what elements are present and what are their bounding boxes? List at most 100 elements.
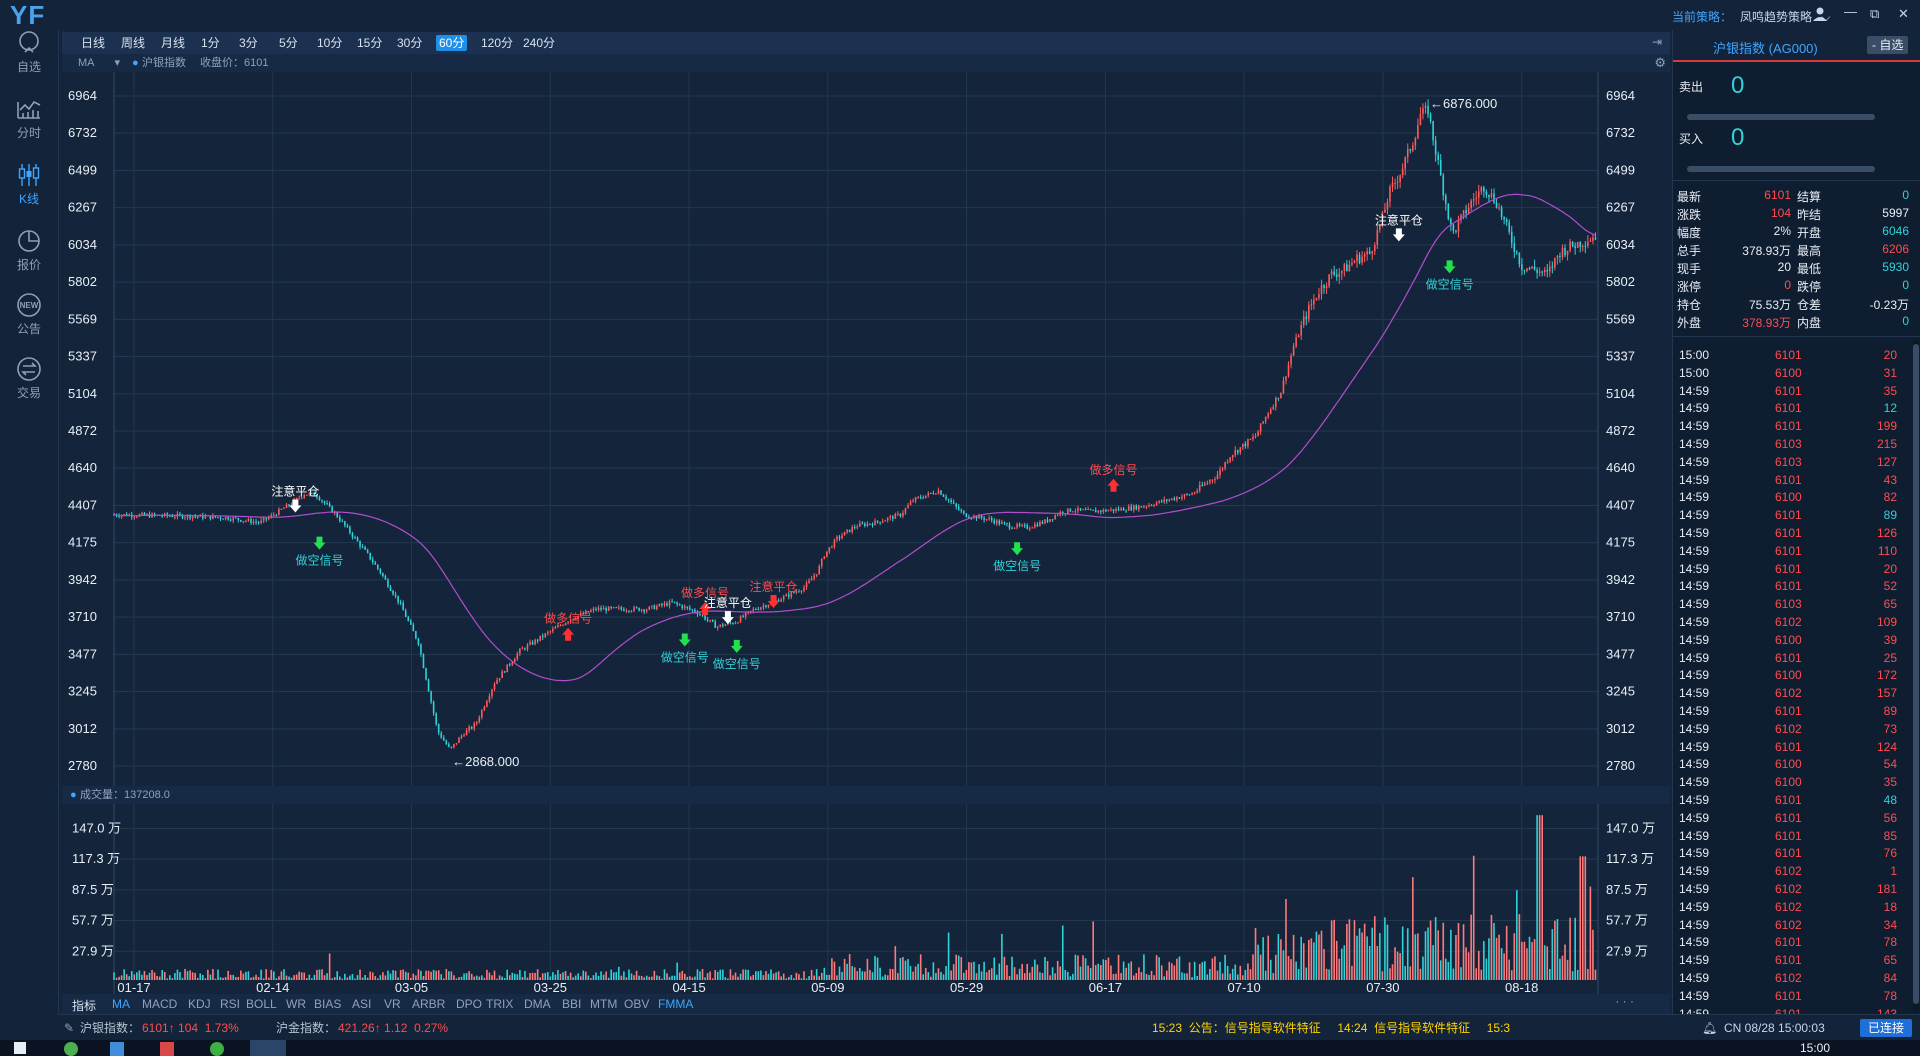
candle-body[interactable] <box>694 610 696 613</box>
volume-bar[interactable] <box>371 972 374 980</box>
candle-body[interactable] <box>303 494 306 498</box>
candle-body[interactable] <box>1026 525 1029 529</box>
volume-bar[interactable] <box>133 974 136 980</box>
volume-bar[interactable] <box>389 973 392 980</box>
volume-bar[interactable] <box>625 977 628 980</box>
candle-body[interactable] <box>1077 508 1079 512</box>
volume-bar[interactable] <box>463 973 465 980</box>
period-tab-10[interactable]: 120分 <box>481 36 514 50</box>
volume-bar[interactable] <box>442 978 445 980</box>
volume-bar[interactable] <box>820 972 823 980</box>
volume-bar[interactable] <box>970 962 973 980</box>
volume-bar[interactable] <box>1587 968 1589 980</box>
candle-body[interactable] <box>267 517 270 520</box>
volume-bar[interactable] <box>1335 940 1338 980</box>
volume-bar[interactable] <box>884 974 886 980</box>
volume-bar[interactable] <box>843 958 846 980</box>
volume-bar[interactable] <box>1191 977 1193 980</box>
volume-bar[interactable] <box>1594 969 1597 980</box>
candle-body[interactable] <box>1140 506 1143 508</box>
candle-body[interactable] <box>1242 443 1244 448</box>
indicator-tab-指标[interactable]: 指标 <box>72 999 97 1013</box>
candle-body[interactable] <box>475 721 478 724</box>
candle-body[interactable] <box>1419 113 1422 126</box>
volume-bar[interactable] <box>1008 975 1011 980</box>
volume-bar[interactable] <box>1018 968 1021 980</box>
volume-bar[interactable] <box>724 977 727 980</box>
volume-bar[interactable] <box>787 976 790 980</box>
candle-body[interactable] <box>1340 270 1343 274</box>
candle-body[interactable] <box>1008 524 1011 529</box>
volume-bar[interactable] <box>501 976 503 980</box>
candle-body[interactable] <box>1510 231 1513 244</box>
candle-body[interactable] <box>1503 216 1505 220</box>
candle-body[interactable] <box>724 624 727 627</box>
volume-bar[interactable] <box>450 971 453 980</box>
volume-bar[interactable] <box>521 976 524 980</box>
candle-body[interactable] <box>201 514 204 519</box>
candle-body[interactable] <box>1031 527 1034 529</box>
volume-bar[interactable] <box>955 954 958 980</box>
volume-bar[interactable] <box>460 976 463 980</box>
volume-bar[interactable] <box>156 976 158 980</box>
candle-body[interactable] <box>904 508 907 513</box>
volume-bar[interactable] <box>995 974 998 980</box>
volume-bar[interactable] <box>808 976 810 980</box>
candle-body[interactable] <box>995 520 998 524</box>
volume-bar[interactable] <box>113 972 115 980</box>
volume-bar[interactable] <box>907 959 909 980</box>
candle-body[interactable] <box>704 615 706 620</box>
volume-bar[interactable] <box>1176 958 1178 980</box>
candle-body[interactable] <box>257 522 260 524</box>
candle-body[interactable] <box>1417 125 1419 139</box>
volume-bar[interactable] <box>1401 926 1404 980</box>
volume-chart[interactable]: 147.0 万 147.0 万 117.3 万 117.3 万 87.5 万 87.5 万… <box>62 804 1670 994</box>
volume-bar[interactable] <box>701 968 704 980</box>
volume-bar[interactable] <box>1559 958 1561 980</box>
volume-bar[interactable] <box>668 976 671 980</box>
candle-body[interactable] <box>975 515 978 519</box>
candle-body[interactable] <box>749 610 752 612</box>
volume-bar[interactable] <box>1089 967 1092 980</box>
volume-bar[interactable] <box>1564 944 1566 980</box>
candle-body[interactable] <box>506 664 508 673</box>
volume-bar[interactable] <box>470 973 473 980</box>
volume-bar[interactable] <box>833 961 836 980</box>
volume-bar[interactable] <box>1178 956 1181 980</box>
volume-bar[interactable] <box>1130 961 1133 980</box>
candle-body[interactable] <box>1155 502 1158 506</box>
candle-body[interactable] <box>247 518 250 521</box>
candle-body[interactable] <box>564 623 567 626</box>
candle-body[interactable] <box>595 608 597 610</box>
candle-body[interactable] <box>250 518 252 524</box>
candle-body[interactable] <box>618 607 620 609</box>
candle-body[interactable] <box>1389 186 1391 202</box>
candle-body[interactable] <box>227 517 229 520</box>
tick-row[interactable]: 14:59 6101 110 <box>1673 544 1913 562</box>
volume-bar[interactable] <box>798 974 800 980</box>
volume-bar[interactable] <box>1538 815 1541 980</box>
volume-bar[interactable] <box>1323 948 1325 980</box>
candle-body[interactable] <box>1074 511 1077 513</box>
volume-bar[interactable] <box>1049 975 1051 980</box>
volume-bar[interactable] <box>656 975 658 980</box>
volume-bar[interactable] <box>838 966 841 980</box>
candle-body[interactable] <box>1330 271 1333 275</box>
candle-body[interactable] <box>415 631 417 639</box>
candle-body[interactable] <box>498 678 501 681</box>
tick-row[interactable]: 14:59 6101 56 <box>1673 811 1913 829</box>
volume-bar[interactable] <box>166 978 169 980</box>
candle-body[interactable] <box>539 635 541 641</box>
volume-bar[interactable] <box>1021 963 1023 980</box>
candle-body[interactable] <box>1168 499 1171 501</box>
candle-body[interactable] <box>952 502 955 504</box>
volume-bar[interactable] <box>453 975 455 980</box>
connection-status[interactable]: 已连接 <box>1860 1019 1913 1037</box>
volume-bar[interactable] <box>790 974 793 980</box>
candle-body[interactable] <box>1013 527 1016 529</box>
volume-bar[interactable] <box>331 978 333 980</box>
volume-bar[interactable] <box>531 972 534 980</box>
volume-bar[interactable] <box>1171 963 1173 980</box>
candle-body[interactable] <box>503 671 506 673</box>
period-tab-6[interactable]: 10分 <box>317 36 343 50</box>
